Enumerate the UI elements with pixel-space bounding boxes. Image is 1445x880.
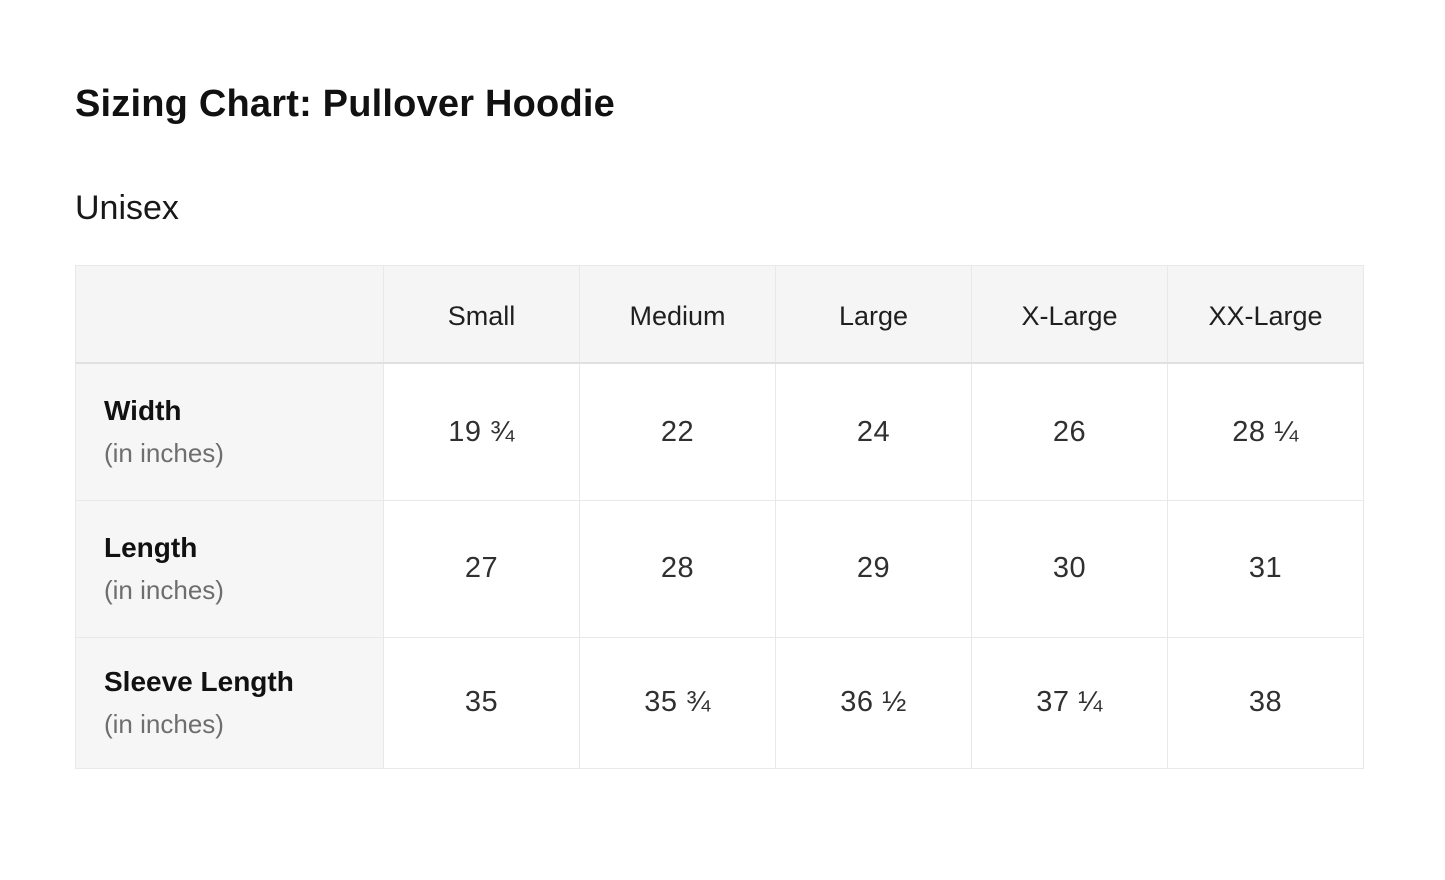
table-body: Width (in inches) 19 ¾ 22 24 26 28 ¼ Length (in … (75, 362, 1364, 769)
sizing-table: Small Medium Large X-Large XX-Large Width (in… (75, 264, 1364, 769)
size-value-cell: 35 (383, 636, 580, 769)
column-header-x-large: X-Large (971, 264, 1168, 365)
table-row: Width (in inches) 19 ¾ 22 24 26 28 ¼ (75, 362, 1364, 501)
size-value-cell: 35 ¾ (579, 636, 776, 769)
size-value-cell: 26 (971, 362, 1168, 501)
row-sublabel: (in inches) (104, 709, 224, 740)
row-label-cell: Length (in inches) (75, 499, 384, 638)
row-label: Width (104, 395, 182, 427)
page-title: Sizing Chart: Pullover Hoodie (75, 83, 615, 125)
sizing-chart-page: Sizing Chart: Pullover Hoodie Unisex Sma… (75, 0, 1364, 769)
size-value-cell: 28 ¼ (1167, 362, 1364, 501)
column-header-xx-large: XX-Large (1167, 264, 1364, 365)
table-row: Length (in inches) 27 28 29 30 31 (75, 499, 1364, 638)
table-row: Sleeve Length (in inches) 35 35 ¾ 36 ½ 37 ¼ 38 (75, 636, 1364, 769)
size-value-cell: 19 ¾ (383, 362, 580, 501)
page-subtitle: Unisex (75, 189, 179, 228)
corner-cell (75, 264, 384, 365)
size-value-cell: 22 (579, 362, 776, 501)
size-value-cell: 27 (383, 499, 580, 638)
size-value-cell: 29 (775, 499, 972, 638)
size-value-cell: 38 (1167, 636, 1364, 769)
size-value-cell: 37 ¼ (971, 636, 1168, 769)
row-sublabel: (in inches) (104, 438, 224, 469)
column-header-medium: Medium (579, 264, 776, 365)
header-row: Small Medium Large X-Large XX-Large (75, 264, 1364, 365)
row-sublabel: (in inches) (104, 575, 224, 606)
size-value-cell: 24 (775, 362, 972, 501)
size-value-cell: 30 (971, 499, 1168, 638)
row-label-cell: Sleeve Length (in inches) (75, 636, 384, 769)
size-value-cell: 36 ½ (775, 636, 972, 769)
size-value-cell: 28 (579, 499, 776, 638)
column-header-large: Large (775, 264, 972, 365)
row-label: Length (104, 531, 198, 563)
size-value-cell: 31 (1167, 499, 1364, 638)
column-header-small: Small (383, 264, 580, 365)
row-label: Sleeve Length (104, 665, 294, 697)
row-label-cell: Width (in inches) (75, 362, 384, 501)
